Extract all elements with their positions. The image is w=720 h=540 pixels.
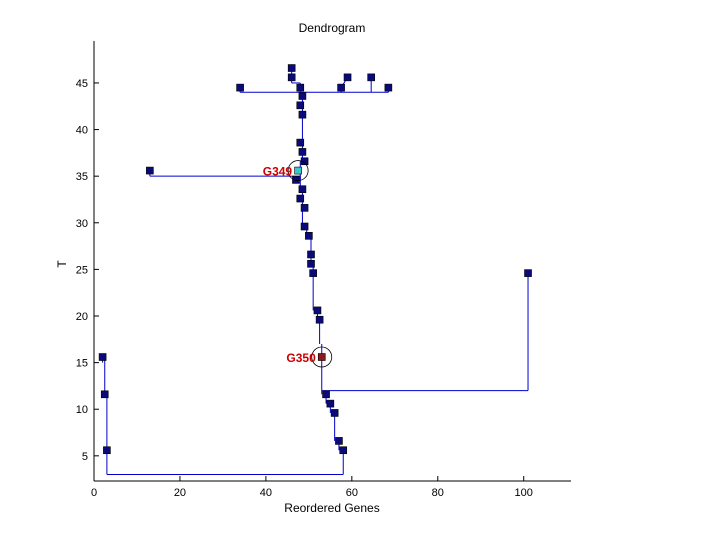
x-tick-label: 20 <box>174 487 186 499</box>
node-marker <box>287 64 296 72</box>
node-marker <box>326 399 335 408</box>
node-marker <box>292 176 300 184</box>
node-marker <box>313 306 322 315</box>
x-tick-label: 60 <box>346 487 358 499</box>
node-marker <box>296 138 305 147</box>
node-marker <box>343 73 352 82</box>
x-tick-label: 100 <box>515 487 533 499</box>
node-marker <box>296 83 305 92</box>
axis-ticks: 0 20 40 60 80 100 5 10 15 20 25 30 35 40 45 <box>76 78 533 499</box>
x-tick-label: 80 <box>432 487 444 499</box>
node-marker <box>335 437 343 445</box>
x-axis-label: Reordered Genes <box>284 501 379 515</box>
node-marker <box>296 101 305 110</box>
node-marker <box>307 259 315 268</box>
node-marker <box>296 194 305 203</box>
node-marker <box>384 83 393 92</box>
y-tick-label: 35 <box>76 171 88 183</box>
x-tick-label: 0 <box>91 487 97 499</box>
node-marker <box>146 166 154 175</box>
y-tick-label: 15 <box>76 358 88 370</box>
highlighted-node-marker <box>294 166 302 175</box>
y-tick-label: 30 <box>76 218 88 230</box>
node-marker <box>309 269 317 277</box>
node-marker <box>339 446 348 455</box>
node-marker <box>103 446 111 455</box>
node-marker <box>337 83 345 92</box>
node-marker <box>322 390 330 399</box>
node-marker <box>330 409 339 417</box>
y-tick-label: 10 <box>76 404 88 416</box>
y-tick-label: 25 <box>76 264 88 276</box>
y-tick-label: 5 <box>82 451 88 463</box>
node-marker <box>307 250 315 259</box>
node-marker <box>298 185 307 194</box>
axes-frame <box>93 41 571 482</box>
dendrogram-nodes <box>98 64 532 455</box>
y-tick-label: 40 <box>76 125 88 137</box>
highlighted-nodes: G349 G350 <box>263 160 333 368</box>
chart-title: Dendrogram <box>299 21 366 35</box>
node-marker <box>298 148 307 156</box>
node-marker <box>298 92 307 100</box>
node-marker <box>367 73 375 82</box>
highlighted-node-marker <box>317 353 326 361</box>
y-axis-label: T <box>55 260 69 268</box>
y-tick-label: 45 <box>76 78 88 90</box>
highlight-circle <box>311 346 333 368</box>
x-tick-label: 40 <box>260 487 272 499</box>
highlighted-node-label: G349 <box>263 165 293 179</box>
node-marker <box>287 73 296 82</box>
y-tick-label: 20 <box>76 311 88 323</box>
node-marker <box>300 222 309 231</box>
node-marker <box>524 269 532 277</box>
node-marker <box>315 315 324 324</box>
node-marker <box>236 83 244 92</box>
node-marker <box>300 204 309 212</box>
node-marker <box>98 353 107 361</box>
highlight-circle <box>287 160 309 181</box>
highlighted-node-label: G350 <box>286 351 316 365</box>
node-marker <box>100 390 109 399</box>
node-marker <box>298 110 307 119</box>
node-marker <box>305 232 313 240</box>
